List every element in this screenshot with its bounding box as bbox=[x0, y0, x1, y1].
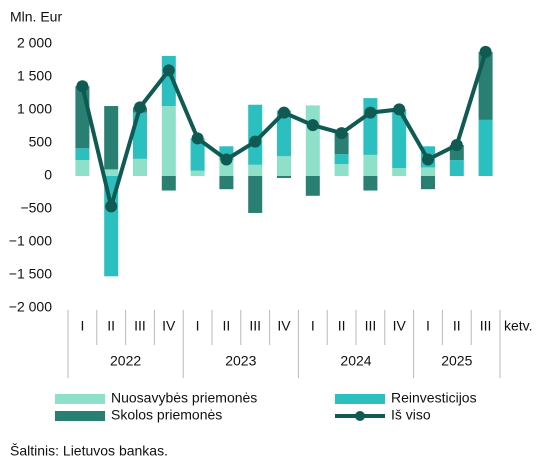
y-tick-label: 1 500 bbox=[17, 68, 52, 84]
line-marker bbox=[306, 119, 319, 132]
bar-segment bbox=[449, 160, 464, 176]
x-tick-label: I bbox=[196, 318, 200, 334]
line-marker bbox=[191, 132, 204, 145]
x-tick-label: II bbox=[338, 318, 346, 334]
line-marker bbox=[393, 103, 406, 116]
legend-swatch bbox=[55, 394, 105, 404]
group-label: 2022 bbox=[110, 353, 141, 369]
bar-segment bbox=[305, 105, 320, 176]
x-tick-label: IV bbox=[393, 318, 407, 334]
bar-segment bbox=[334, 164, 349, 176]
x-tick-label: I bbox=[426, 318, 430, 334]
bar-segment bbox=[478, 119, 493, 176]
x-tick-label: III bbox=[365, 318, 377, 334]
line-marker bbox=[335, 127, 348, 140]
line-marker bbox=[220, 153, 233, 166]
bar-segment bbox=[305, 176, 320, 196]
line-marker bbox=[278, 106, 290, 119]
x-tick-label: IV bbox=[277, 318, 291, 334]
bar-segment bbox=[277, 110, 291, 157]
bar-segment bbox=[248, 104, 263, 165]
bar-segment bbox=[75, 148, 90, 161]
bar-segment bbox=[133, 158, 147, 176]
line-marker bbox=[249, 135, 262, 148]
bar-segment bbox=[190, 138, 205, 171]
x-axis-label: ketv. bbox=[504, 318, 533, 334]
y-tick-label: 0 bbox=[44, 167, 52, 183]
x-tick-label: III bbox=[480, 318, 492, 334]
x-tick-label: II bbox=[107, 318, 115, 334]
x-tick-label: II bbox=[223, 318, 231, 334]
line-marker bbox=[450, 138, 463, 151]
y-tick-label: 1 000 bbox=[17, 101, 52, 117]
line-marker bbox=[162, 64, 175, 77]
legend-label: Skolos priemonės bbox=[111, 407, 222, 423]
bar-segment bbox=[363, 98, 378, 155]
group-label: 2025 bbox=[441, 353, 472, 369]
line-marker bbox=[364, 106, 377, 119]
y-tick-label: −500 bbox=[20, 200, 52, 216]
x-tick-label: I bbox=[311, 318, 315, 334]
bar-segment bbox=[421, 167, 435, 176]
y-tick-label: 500 bbox=[29, 134, 53, 150]
y-tick-label: −1 000 bbox=[9, 233, 52, 249]
bar-segment bbox=[75, 160, 90, 176]
line-marker bbox=[422, 153, 434, 166]
bar-segment bbox=[248, 164, 263, 176]
bar-segment bbox=[161, 106, 176, 176]
bar-segment bbox=[392, 168, 407, 176]
line-marker bbox=[76, 80, 89, 93]
bar-segment bbox=[334, 154, 349, 165]
legend-swatch bbox=[355, 411, 365, 421]
bar-segment bbox=[190, 170, 205, 176]
bar-segment bbox=[75, 86, 90, 149]
y-tick-label: −1 500 bbox=[9, 266, 52, 282]
bar-segment bbox=[104, 106, 119, 170]
legend-swatch bbox=[335, 394, 385, 404]
group-label: 2024 bbox=[340, 353, 371, 369]
bar-segment bbox=[277, 156, 291, 176]
y-tick-label: 2 000 bbox=[17, 35, 52, 51]
group-label: 2023 bbox=[225, 353, 256, 369]
bar-segment bbox=[161, 176, 176, 191]
bar-segment bbox=[277, 176, 291, 178]
bar-segment bbox=[219, 176, 234, 190]
legend-label: Nuosavybės priemonės bbox=[111, 390, 257, 406]
x-tick-label: III bbox=[249, 318, 261, 334]
line-marker bbox=[134, 101, 146, 114]
bar-segment bbox=[363, 176, 378, 191]
source: Šaltinis: Lietuvos bankas. bbox=[10, 443, 168, 459]
x-tick-label: IV bbox=[162, 318, 176, 334]
bar-segment bbox=[392, 109, 407, 169]
legend-label: Iš viso bbox=[391, 407, 431, 423]
y-axis-label: Mln. Eur bbox=[10, 9, 62, 25]
line-marker bbox=[105, 200, 118, 213]
bar-segment bbox=[248, 176, 263, 213]
bar-segment bbox=[363, 154, 378, 176]
x-tick-label: III bbox=[134, 318, 146, 334]
legend-swatch bbox=[55, 411, 105, 421]
x-tick-label: II bbox=[453, 318, 461, 334]
line-marker bbox=[479, 45, 492, 58]
y-tick-label: −2 000 bbox=[9, 299, 52, 315]
bar-segment bbox=[421, 176, 435, 190]
bar-segment bbox=[334, 133, 349, 155]
bar-segment bbox=[104, 169, 119, 176]
legend-label: Reinvesticijos bbox=[391, 390, 477, 406]
x-tick-label: I bbox=[80, 318, 84, 334]
